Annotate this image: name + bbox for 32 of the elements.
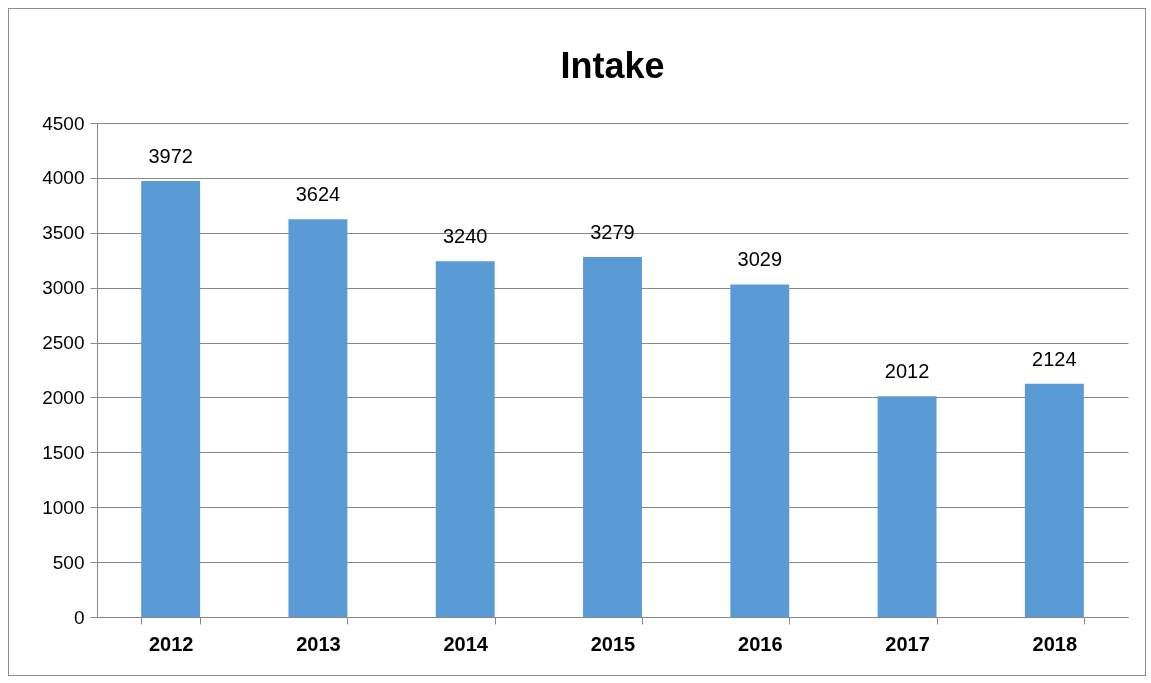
data-label: 2124 <box>1032 347 1077 370</box>
data-label: 3029 <box>737 248 783 271</box>
y-tick-label: 1000 <box>42 496 85 518</box>
data-label: 3624 <box>295 183 341 206</box>
y-tick-label: 4500 <box>42 112 85 134</box>
bar <box>583 257 642 617</box>
bar <box>1024 383 1084 617</box>
bar <box>877 396 937 617</box>
x-tick-label: 2013 <box>296 632 341 655</box>
bar <box>730 284 790 617</box>
data-label: 3240 <box>442 225 488 248</box>
x-tick-label: 2014 <box>443 632 489 655</box>
y-tick-label: 2500 <box>42 332 85 354</box>
data-label: 3279 <box>590 221 635 244</box>
y-tick-label: 4000 <box>42 167 85 189</box>
x-tick-label: 2018 <box>1032 632 1078 655</box>
x-tick-label: 2016 <box>738 632 783 655</box>
bar <box>435 261 495 617</box>
bar <box>288 219 348 617</box>
chart-title: Intake <box>560 45 665 86</box>
x-tick-label: 2012 <box>148 632 194 655</box>
x-tick-label: 2015 <box>590 632 636 655</box>
y-tick-label: 1500 <box>42 441 85 463</box>
x-tick-label: 2017 <box>885 632 930 655</box>
y-tick-label: 3000 <box>42 277 85 299</box>
data-label: 2012 <box>884 360 930 383</box>
y-tick-label: 2000 <box>42 386 85 408</box>
bar <box>141 180 201 617</box>
data-label: 3972 <box>148 144 193 167</box>
y-tick-label: 0 <box>73 606 85 628</box>
y-tick-label: 500 <box>52 551 85 573</box>
y-tick-label: 3500 <box>42 222 85 244</box>
